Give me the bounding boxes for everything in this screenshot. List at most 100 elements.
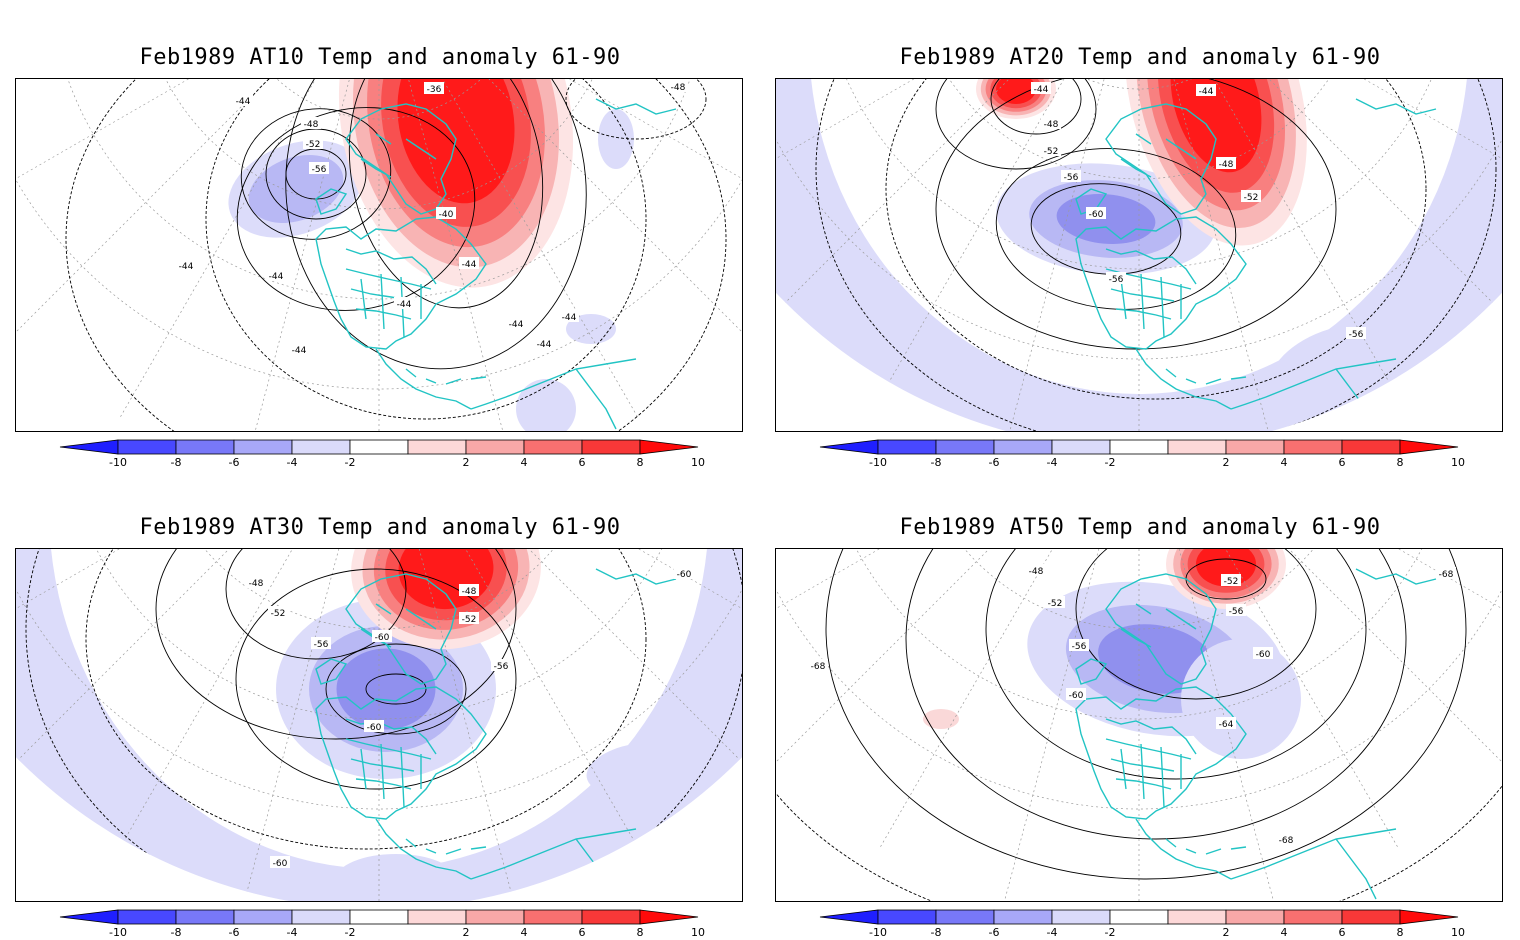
warm-anomaly-level [397,79,515,204]
colorbar-tick-label: -2 [345,926,356,939]
contour-label: -60 [367,723,382,733]
colorbar-tick-label: -8 [931,456,942,469]
coastline-segment [595,98,677,115]
contour-label: -52 [271,609,286,619]
colorbar-tick-label: -6 [229,456,240,469]
coastlines [315,568,677,900]
coastline-segment [1165,368,1247,385]
colorbar-tick-label: 6 [1339,456,1346,469]
colorbar-at30: -10 -8 -6 -4 -2 2 4 6 8 10 [59,909,705,939]
contour-label-bg [1066,688,1086,700]
contour-label: -52 [1244,193,1259,203]
colorbar-tick-label: 6 [579,456,586,469]
cold-anomaly [516,379,576,431]
contour-label-bg [1045,596,1065,608]
coastline-segment [375,348,472,410]
contour-label-bg [266,269,286,281]
coastline-segment [315,658,348,685]
contour-label-bg [559,310,579,322]
contour-label: -60 [1069,691,1084,701]
colorbar-at20: -10 -8 -6 -4 -2 2 4 6 8 10 [819,439,1465,469]
contour-label-bg [301,117,321,129]
colorbar-tick-label: 4 [521,926,528,939]
contour-label: -52 [462,615,477,625]
cold-anomaly-level [586,742,686,796]
coastline-segment [405,838,487,855]
colorbar-arrow-warm [639,439,699,455]
cold-anomaly [598,109,634,169]
meridian-line [878,79,1065,400]
colorbar-swatch [1051,909,1111,925]
contour-label-bg [491,659,511,671]
contour-label: -56 [494,662,509,672]
colorbar-tick-label: -10 [109,926,127,939]
temperature-contour [285,79,587,370]
contour-label-bg [1216,157,1236,169]
coastline-segment [1355,98,1437,115]
meridian-line [776,79,1010,313]
contour-label-bg [1346,327,1366,339]
contour-label: -44 [292,346,307,356]
map-at30: -48 -48 -52 -52 -56 -56 -60 -60 -60 -60 [15,548,743,902]
map-at50: -48 -52 -52 -56 -56 -60 -60 -64 -68 -68 -68 [775,548,1503,902]
colorbar-tick-label: -8 [171,456,182,469]
meridian-line [1225,549,1400,850]
contour-label-bg [808,659,828,671]
contour-labels: -44 -44 -48 -48 -52 -52 -56 -56 -56 -60 [1031,82,1366,340]
contour-label: -48 [1044,120,1059,130]
coastline-segment [595,568,677,585]
contour-label-bg [1026,564,1046,576]
contour-labels: -48 -48 -52 -52 -56 -56 -60 -60 -60 -60 [246,567,694,869]
contour-label-bg [176,259,196,271]
cold-anomaly-level [1181,639,1301,759]
contour-label: -48 [1219,160,1234,170]
contour-label: -52 [1048,599,1063,609]
contour-label: -68 [1439,570,1454,580]
contour-label: -68 [811,662,826,672]
meridian-line [488,79,742,333]
panel-title-at20: Feb1989 AT20 Temp and anomaly 61-90 [899,45,1381,70]
contour-label: -44 [462,260,477,270]
coastline-segment [345,248,437,285]
colorbar-swatch [1225,909,1285,925]
temperature-contour [325,643,467,735]
temperature-contour [935,79,1097,170]
contour-label-bg [394,297,414,309]
contour-label: -44 [1199,87,1214,97]
colorbar-tick-label: -4 [287,926,298,939]
coastline-segment [470,828,637,880]
temperature-contour [85,549,647,850]
contour-label-bg [1241,190,1261,202]
cold-anomaly [336,854,456,901]
colorbar-arrow-cold [59,909,119,925]
warm-anomaly [923,709,959,729]
contour-label: -60 [1256,650,1271,660]
colorbar-tick-label: -6 [229,926,240,939]
temperature-contours [776,549,1502,901]
coastline-segment [360,273,422,338]
coastline-segment [315,686,487,820]
colorbar-tick-label: -2 [1105,456,1116,469]
contour-label-bg [459,612,479,624]
contour-label-bg [668,80,688,92]
colorbar-tick-label: 6 [579,926,586,939]
colorbar-at50: -10 -8 -6 -4 -2 2 4 6 8 10 [819,909,1465,939]
cold-anomaly-level [516,379,576,431]
contour-label-bg [1041,144,1061,156]
map-at10: -36 -40 -44 -44 -44 -44 -44 -44 -44 -44 -44 -48 -48 -… [15,78,743,432]
meridian-line [776,549,990,763]
colorbar-tick-label: 2 [463,926,470,939]
colorbar-swatch [1283,439,1343,455]
coastline-segment [1105,718,1197,755]
colorbar-swatch [993,439,1053,455]
colorbar-swatch [349,909,409,925]
temperature-contour [225,549,407,660]
coastline-segment [1105,248,1197,285]
colorbar-swatch [1109,909,1169,925]
colorbar-tick-label: -6 [989,926,1000,939]
contour-label-bg [1086,207,1106,219]
coastline-segment [1120,603,1197,648]
colorbar-tick-label: -8 [171,926,182,939]
contour-label-bg [459,257,479,269]
colorbar-swatch [233,439,293,455]
